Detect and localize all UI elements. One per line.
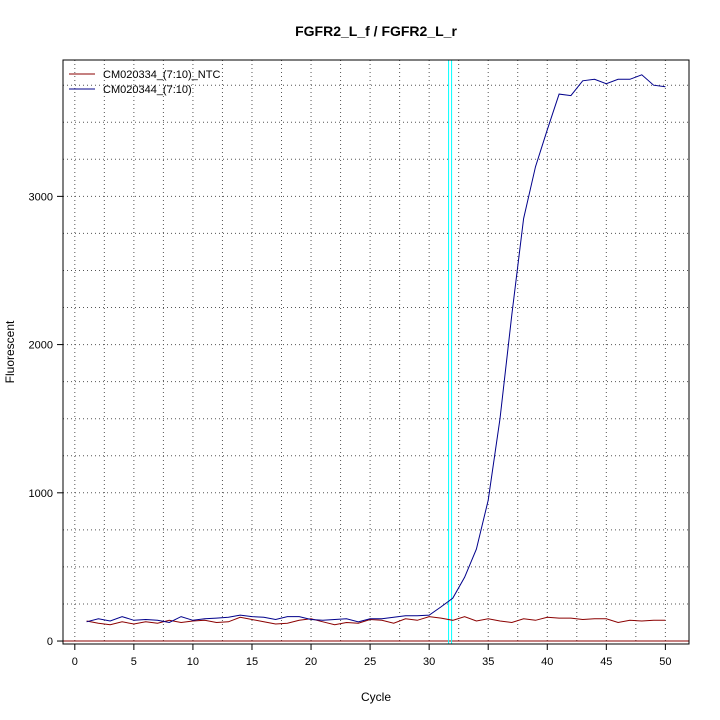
series-lines xyxy=(86,74,666,626)
y-tick-label: 1000 xyxy=(29,488,53,500)
x-tick-label: 5 xyxy=(131,656,137,668)
y-tick-label: 0 xyxy=(47,636,53,648)
x-tick-label: 40 xyxy=(541,656,553,668)
series-line-2 xyxy=(86,74,666,624)
x-tick-label: 45 xyxy=(600,656,612,668)
legend: CM020334_(7:10)_NTC CM020344_(7:10) xyxy=(69,69,220,96)
x-tick-label: 35 xyxy=(482,656,494,668)
x-tick-label: 0 xyxy=(72,656,78,668)
x-tick-label: 20 xyxy=(305,656,317,668)
x-tick-label: 15 xyxy=(246,656,258,668)
legend-label-1: CM020334_(7:10)_NTC xyxy=(103,69,220,81)
y-axis: 0 1000 2000 3000 xyxy=(29,191,63,648)
grid-lines xyxy=(63,60,689,644)
y-tick-label: 2000 xyxy=(29,340,53,352)
plot-frame xyxy=(62,59,690,645)
x-tick-label: 30 xyxy=(423,656,435,668)
x-axis-label: Cycle xyxy=(361,690,391,704)
y-tick-label: 3000 xyxy=(29,191,53,203)
series-line-1 xyxy=(86,616,666,626)
reference-lines xyxy=(63,60,689,644)
x-tick-label: 50 xyxy=(659,656,671,668)
x-tick-label: 25 xyxy=(364,656,376,668)
x-tick-label: 10 xyxy=(187,656,199,668)
legend-label-2: CM020344_(7:10) xyxy=(103,84,192,96)
chart-title: FGFR2_L_f / FGFR2_L_r xyxy=(295,23,457,39)
x-axis: 0 5 10 15 20 25 30 35 40 45 50 xyxy=(72,644,672,668)
y-axis-label: Fluorescent xyxy=(3,320,17,383)
